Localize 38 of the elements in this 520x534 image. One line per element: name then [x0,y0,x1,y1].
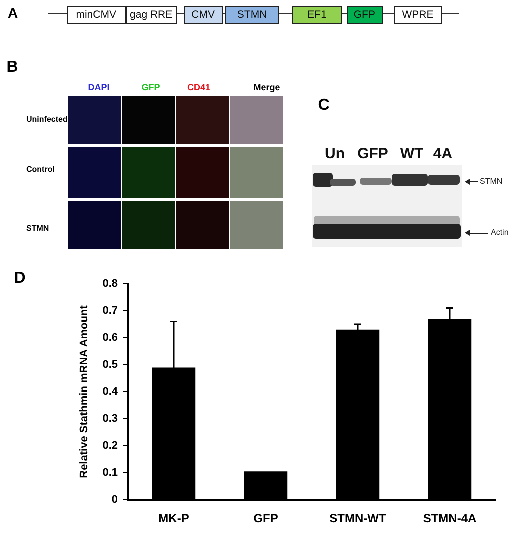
category-label: GFP [358,146,388,162]
category-label: Actin [491,228,509,237]
text: WPRE [402,8,434,21]
text: CMV [192,8,216,21]
y-tick-label: 0.6 [102,332,118,344]
category-label: STMN [480,176,503,186]
category-label: 4A [433,146,453,162]
category-label: DAPI [88,82,110,92]
y-tick-label: 0.2 [102,440,118,452]
category-label: GFP [142,82,160,92]
y-tick-label: 0.1 [102,467,118,480]
y-tick-label: 0.5 [102,359,118,372]
y-tick-label: 0.8 [102,278,118,290]
text: gag RRE [130,8,173,21]
x-tick-label: STMN-WT [330,512,387,526]
category-label: Uninfected [26,115,68,124]
text: EF1 [308,8,327,21]
x-tick-label: STMN-4A [423,512,477,526]
category-label: Un [325,146,345,162]
chart-title: D [14,270,26,287]
y-tick-label: 0.3 [102,413,118,426]
category-label: STMN [26,224,50,233]
category-label: WT [400,146,424,162]
text: C [318,96,330,114]
category-label: Merge [254,82,280,92]
text: B [6,59,18,76]
y-tick-label: 0.4 [102,386,119,398]
y-axis-title: Relative Stathmin mRNA Amount [78,305,91,478]
text: minCMV [76,8,116,21]
x-tick-label: GFP [254,512,278,526]
text: A [8,5,18,21]
x-tick-label: MK-P [158,512,190,526]
text: STMN [237,8,268,21]
category-label: CD41 [187,82,211,92]
y-tick-label: 0.7 [102,305,118,318]
y-tick-label: 0 [112,494,118,506]
text: GFP [354,8,376,21]
category-label: Control [26,165,55,174]
